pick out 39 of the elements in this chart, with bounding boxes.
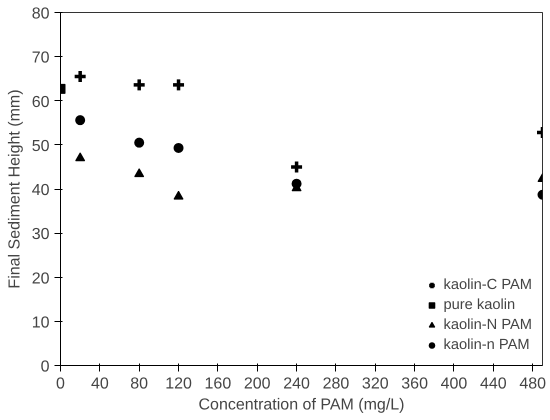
point bbox=[174, 190, 184, 200]
y-tick-label: 0 bbox=[40, 358, 50, 376]
legend-label: kaolin-N PAM bbox=[443, 317, 532, 333]
x-tick-label: 160 bbox=[204, 376, 232, 392]
point bbox=[132, 78, 146, 92]
y-tick-label: 40 bbox=[32, 182, 50, 199]
point bbox=[134, 168, 144, 178]
x-tick-label: 480 bbox=[519, 376, 546, 392]
x-axis-title: Concentration of PAM (mg/L) bbox=[198, 396, 405, 414]
y-axis-title: Final Sediment Height (mm) bbox=[6, 89, 24, 289]
x-tick-label: 440 bbox=[480, 376, 507, 392]
point bbox=[171, 78, 186, 92]
y-tick-label: 60 bbox=[32, 94, 50, 111]
legend-label: pure kaolin bbox=[443, 297, 516, 313]
y-tick-label: 10 bbox=[32, 314, 50, 332]
x-tick-label: 120 bbox=[165, 376, 192, 392]
y-tick-label: 20 bbox=[32, 270, 50, 288]
x-tick-label: 0 bbox=[56, 376, 66, 392]
x-tick-label: 320 bbox=[362, 376, 389, 392]
x-tick-label: 200 bbox=[244, 376, 271, 392]
y-tick-label: 80 bbox=[32, 6, 50, 22]
point bbox=[134, 138, 144, 148]
x-tick-label: 240 bbox=[283, 376, 310, 392]
x-tick-label: 280 bbox=[322, 376, 350, 392]
x-tick-label: 360 bbox=[401, 376, 428, 392]
x-tick-label: 80 bbox=[130, 376, 148, 392]
x-tick-label: 40 bbox=[90, 376, 109, 392]
legend-label: kaolin-n PAM bbox=[443, 337, 530, 353]
point bbox=[289, 160, 304, 174]
legend-label: kaolin-C PAM bbox=[443, 277, 532, 293]
x-tick-label: 400 bbox=[440, 376, 468, 392]
y-tick-label: 70 bbox=[32, 50, 50, 67]
point bbox=[292, 178, 302, 189]
y-tick-label: 50 bbox=[32, 138, 50, 155]
point bbox=[75, 115, 86, 126]
y-tick-label: 30 bbox=[32, 226, 50, 244]
point bbox=[75, 152, 86, 162]
point bbox=[72, 69, 88, 84]
point bbox=[174, 142, 184, 153]
